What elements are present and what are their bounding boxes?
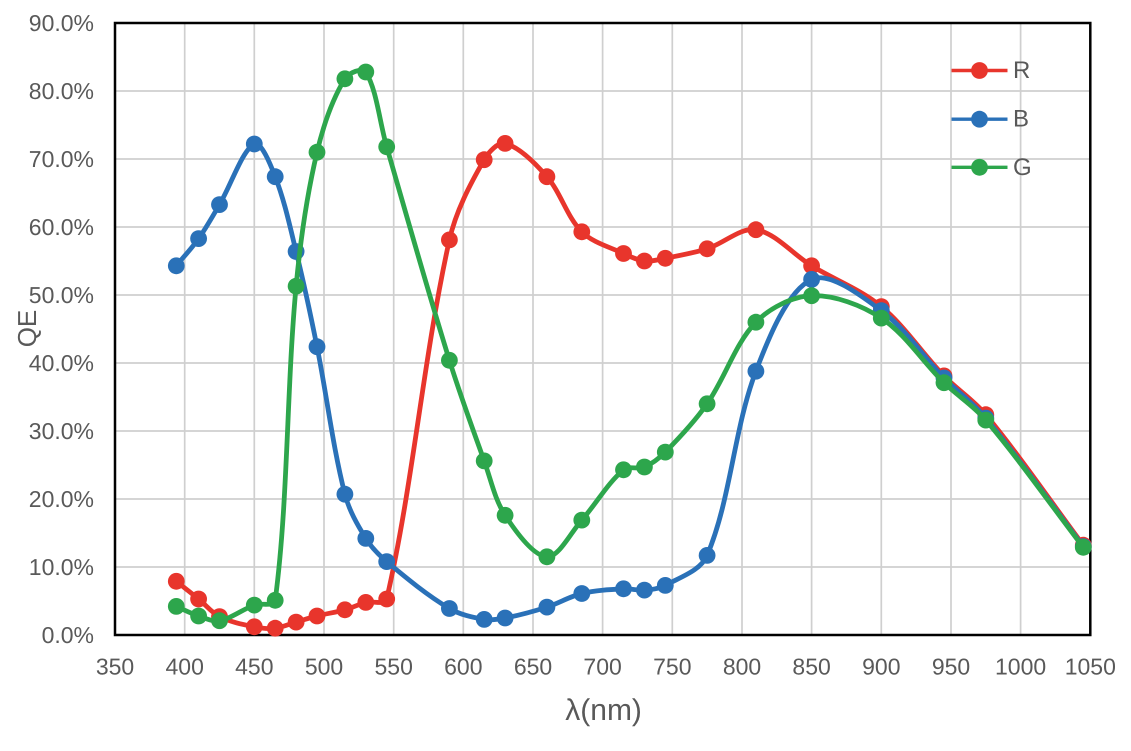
- svg-text:30.0%: 30.0%: [29, 418, 94, 444]
- svg-text:1000: 1000: [995, 654, 1046, 680]
- svg-text:40.0%: 40.0%: [29, 350, 94, 376]
- svg-text:60.0%: 60.0%: [29, 214, 94, 240]
- svg-text:350: 350: [96, 654, 134, 680]
- svg-text:500: 500: [305, 654, 343, 680]
- svg-text:R: R: [1013, 57, 1030, 84]
- svg-text:80.0%: 80.0%: [29, 78, 94, 104]
- svg-text:700: 700: [583, 654, 621, 680]
- svg-text:70.0%: 70.0%: [29, 146, 94, 172]
- svg-text:450: 450: [235, 654, 273, 680]
- svg-text:650: 650: [514, 654, 552, 680]
- svg-text:QE: QE: [12, 310, 42, 348]
- svg-text:900: 900: [862, 654, 900, 680]
- svg-text:550: 550: [375, 654, 413, 680]
- svg-text:800: 800: [723, 654, 761, 680]
- svg-text:λ(nm): λ(nm): [565, 694, 642, 727]
- svg-text:400: 400: [166, 654, 204, 680]
- svg-text:1050: 1050: [1065, 654, 1116, 680]
- svg-text:850: 850: [792, 654, 830, 680]
- svg-text:90.0%: 90.0%: [29, 10, 94, 36]
- svg-text:B: B: [1013, 106, 1029, 133]
- svg-text:750: 750: [653, 654, 691, 680]
- svg-text:0.0%: 0.0%: [42, 622, 94, 648]
- svg-text:50.0%: 50.0%: [29, 282, 94, 308]
- svg-text:10.0%: 10.0%: [29, 554, 94, 580]
- svg-text:600: 600: [444, 654, 482, 680]
- svg-text:20.0%: 20.0%: [29, 486, 94, 512]
- svg-text:G: G: [1013, 154, 1032, 181]
- svg-text:950: 950: [932, 654, 970, 680]
